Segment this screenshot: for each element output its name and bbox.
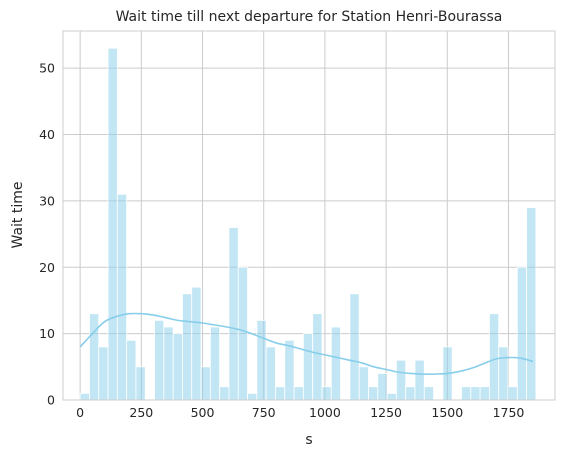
histogram-bar xyxy=(349,293,360,401)
histogram-bar xyxy=(330,326,341,401)
histogram-bar xyxy=(498,346,509,401)
plot-frame xyxy=(62,30,556,401)
histogram-bar xyxy=(200,366,211,401)
histogram-bar xyxy=(163,326,174,401)
histogram-bar xyxy=(395,359,407,401)
histogram-bar xyxy=(423,386,434,401)
histogram-bar xyxy=(358,366,369,401)
histogram-bar xyxy=(237,266,248,401)
x-tick-label: 750 xyxy=(252,405,276,420)
histogram-bar xyxy=(275,386,286,401)
histogram-bar xyxy=(182,293,193,401)
histogram-bar xyxy=(526,207,537,401)
histogram-bar xyxy=(312,313,323,401)
histogram-bar xyxy=(414,359,425,401)
x-tick-labels: 0 250 500 750 1000 1250 1500 1750 xyxy=(76,405,524,420)
histogram-bar xyxy=(479,386,490,401)
histogram-bar xyxy=(377,373,388,401)
y-axis-label: Wait time xyxy=(10,182,26,249)
x-tick-label: 1250 xyxy=(370,405,402,420)
histogram-bar xyxy=(209,326,221,401)
histogram-bar xyxy=(265,346,276,401)
histogram-bar xyxy=(488,313,500,401)
x-tick-label: 500 xyxy=(191,405,215,420)
histogram-bar xyxy=(516,266,528,401)
histogram-bar xyxy=(172,333,183,401)
histogram-bar xyxy=(247,392,258,401)
histogram-bar xyxy=(228,227,239,401)
histogram-bar xyxy=(98,346,109,401)
x-tick-label: 250 xyxy=(129,405,153,420)
histogram-bar xyxy=(191,286,202,401)
chart-title: Wait time till next departure for Statio… xyxy=(116,9,503,25)
x-tick-label: 1500 xyxy=(431,405,463,420)
kde-curve xyxy=(79,312,534,376)
histogram-bar xyxy=(507,386,518,401)
y-tick-label: 30 xyxy=(39,193,55,208)
histogram-bar xyxy=(293,386,304,401)
histogram-bar xyxy=(386,392,397,401)
histogram-bar xyxy=(470,386,481,401)
histogram-bar xyxy=(219,386,230,401)
y-tick-label: 0 xyxy=(47,393,55,408)
histogram-bar xyxy=(321,386,332,401)
histogram-bar xyxy=(302,333,314,401)
histogram-bar xyxy=(79,392,90,401)
histogram-bar xyxy=(116,193,128,401)
x-tick-label: 1750 xyxy=(493,405,525,420)
histogram-bar xyxy=(126,339,137,401)
histogram-bar xyxy=(368,386,379,401)
histogram-bar xyxy=(154,319,165,401)
x-axis-label: s xyxy=(305,432,312,448)
y-tick-label: 10 xyxy=(39,326,55,341)
histogram-bar xyxy=(256,319,267,401)
x-tick-label: 0 xyxy=(76,405,84,420)
y-tick-label: 50 xyxy=(39,61,55,76)
y-tick-label: 20 xyxy=(39,260,55,275)
histogram-bar xyxy=(284,339,295,401)
histogram-bar xyxy=(107,47,118,401)
histogram-bar xyxy=(89,313,100,401)
histogram-bar xyxy=(135,366,146,401)
y-tick-labels: 0 10 20 30 40 50 xyxy=(39,61,55,408)
histogram-bar xyxy=(405,386,416,401)
x-tick-label: 1000 xyxy=(309,405,341,420)
y-tick-label: 40 xyxy=(39,127,55,142)
histogram-bars xyxy=(79,47,537,401)
kde-curve-layer xyxy=(79,312,534,376)
histogram-bar xyxy=(461,386,472,401)
